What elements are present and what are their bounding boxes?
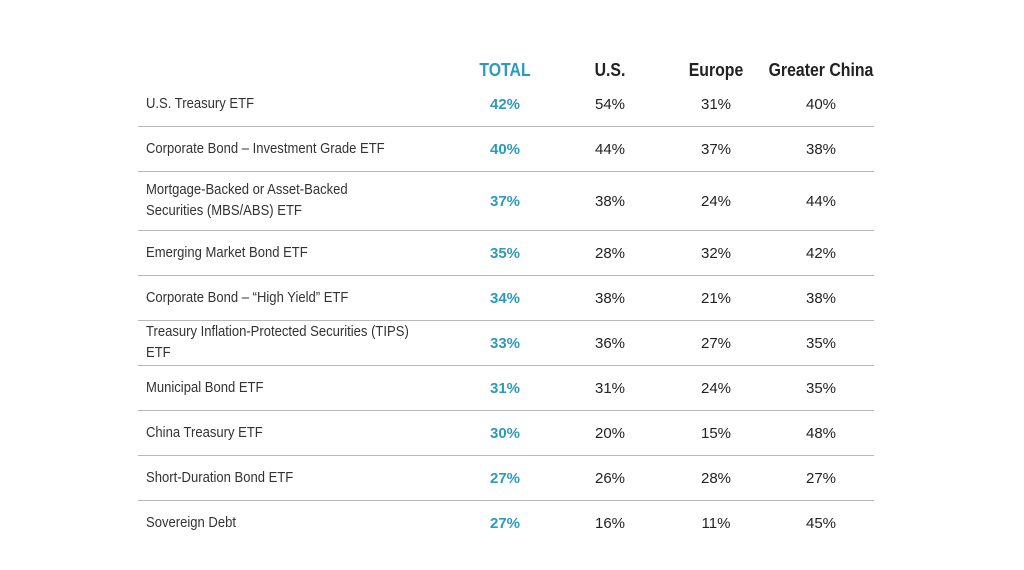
row-label: China Treasury ETF	[146, 424, 263, 441]
bond-etf-table: TOTAL U.S. Europe Greater China U.S. Tre…	[138, 20, 874, 545]
table-body: U.S. Treasury ETF 42% 54% 31% 40% Corporate B…	[138, 82, 874, 545]
table-header: TOTAL U.S. Europe Greater China	[138, 20, 874, 82]
cell-us: 44%	[594, 140, 626, 158]
cell-greater-china: 38%	[805, 140, 837, 158]
cell-europe: 21%	[700, 289, 732, 307]
cell-europe: 28%	[700, 469, 732, 487]
cell-greater-china: 44%	[805, 192, 837, 210]
cell-greater-china: 48%	[805, 424, 837, 442]
row-label: Corporate Bond – Investment Grade ETF	[146, 140, 385, 157]
table-row: Treasury Inflation-Protected Securities …	[138, 321, 874, 366]
cell-total: 37%	[489, 192, 521, 210]
cell-europe: 24%	[700, 192, 732, 210]
cell-europe: 32%	[700, 244, 732, 262]
table-row: U.S. Treasury ETF 42% 54% 31% 40%	[138, 82, 874, 127]
cell-us: 54%	[594, 95, 626, 113]
cell-total: 31%	[489, 379, 521, 397]
cell-greater-china: 38%	[805, 289, 837, 307]
cell-europe: 31%	[700, 95, 732, 113]
cell-us: 16%	[594, 514, 626, 532]
cell-greater-china: 42%	[805, 244, 837, 262]
cell-europe: 11%	[701, 514, 731, 532]
row-label: Municipal Bond ETF	[146, 379, 264, 396]
cell-total: 42%	[489, 95, 521, 113]
cell-total: 34%	[489, 289, 521, 307]
table-row: Emerging Market Bond ETF 35% 28% 32% 42%	[138, 231, 874, 276]
table-row: Short-Duration Bond ETF 27% 26% 28% 27%	[138, 456, 874, 501]
cell-us: 28%	[594, 244, 626, 262]
cell-total: 27%	[489, 469, 521, 487]
row-label: Treasury Inflation-Protected Securities …	[146, 324, 409, 361]
table-row: Corporate Bond – Investment Grade ETF 40%…	[138, 127, 874, 172]
cell-total: 35%	[489, 244, 521, 262]
row-label: Short-Duration Bond ETF	[146, 469, 294, 486]
cell-europe: 24%	[700, 379, 732, 397]
cell-total: 33%	[489, 334, 521, 352]
table-row: Municipal Bond ETF 31% 31% 24% 35%	[138, 366, 874, 411]
row-label: Sovereign Debt	[146, 514, 236, 531]
cell-us: 38%	[594, 192, 626, 210]
cell-greater-china: 40%	[805, 95, 837, 113]
cell-total: 27%	[489, 514, 521, 532]
table-row: China Treasury ETF 30% 20% 15% 48%	[138, 411, 874, 456]
table-row: Mortgage-Backed or Asset-Backed Securiti…	[138, 172, 874, 231]
row-label: Corporate Bond – “High Yield” ETF	[146, 289, 349, 306]
cell-us: 31%	[594, 379, 626, 397]
cell-us: 36%	[594, 334, 626, 352]
cell-europe: 15%	[700, 424, 732, 442]
row-label: Emerging Market Bond ETF	[146, 244, 308, 261]
cell-greater-china: 35%	[805, 334, 837, 352]
cell-greater-china: 45%	[805, 514, 837, 532]
row-label: U.S. Treasury ETF	[146, 95, 255, 112]
cell-greater-china: 35%	[805, 379, 837, 397]
cell-us: 38%	[594, 289, 626, 307]
column-header-us: U.S.	[594, 60, 626, 80]
column-header-greater-china: Greater China	[768, 60, 874, 80]
column-header-europe: Europe	[688, 60, 744, 80]
cell-total: 40%	[489, 140, 521, 158]
cell-us: 26%	[594, 469, 626, 487]
cell-total: 30%	[489, 424, 521, 442]
table-row: Sovereign Debt 27% 16% 11% 45%	[138, 501, 874, 545]
column-header-total: TOTAL	[479, 60, 531, 80]
row-label: Mortgage-Backed or Asset-Backed Securiti…	[146, 182, 348, 219]
cell-us: 20%	[594, 424, 626, 442]
table-row: Corporate Bond – “High Yield” ETF 34% 38% 2…	[138, 276, 874, 321]
cell-europe: 27%	[700, 334, 732, 352]
cell-greater-china: 27%	[805, 469, 837, 487]
cell-europe: 37%	[700, 140, 732, 158]
